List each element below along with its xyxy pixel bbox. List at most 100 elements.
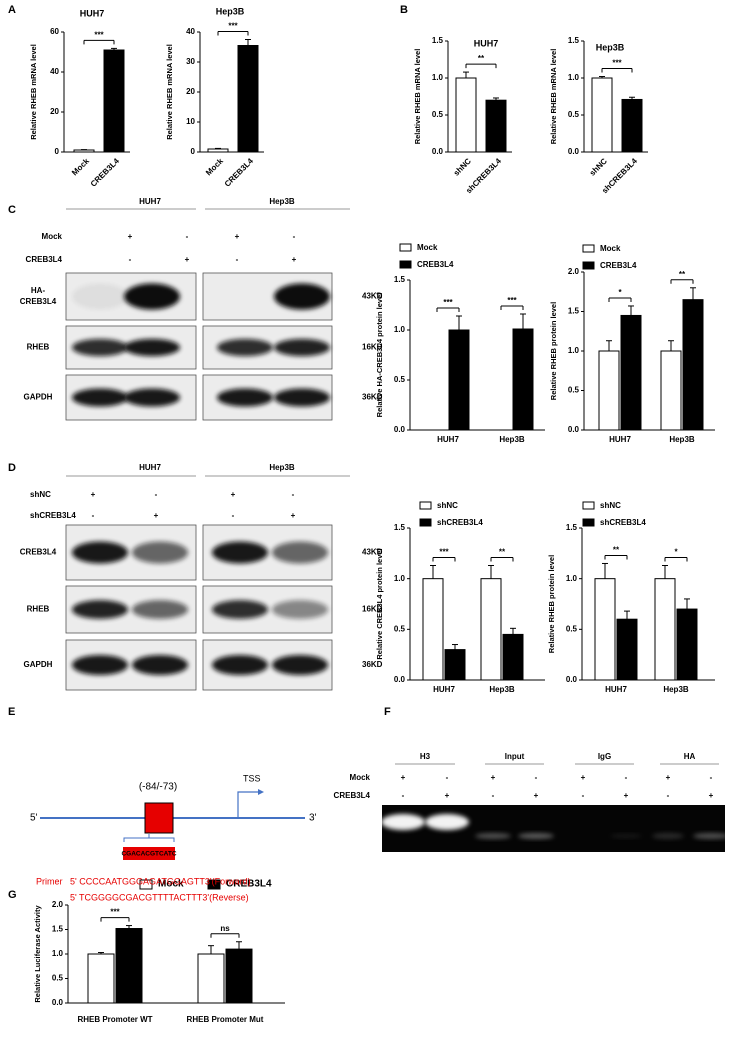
blot-band: [274, 388, 330, 407]
condition-label: CREB3L4: [334, 791, 371, 800]
group-header: Input: [505, 752, 525, 761]
y-tick-label: 1.0: [394, 325, 406, 334]
primer: 5' CCCCAATGGGAGATGGAGTT3'(Forward): [70, 876, 251, 886]
legend-label: Mock: [600, 244, 621, 253]
binding-site: [144, 802, 174, 834]
bar: [598, 350, 620, 431]
y-tick-label: 0.5: [394, 375, 406, 384]
panel-label: A: [8, 4, 16, 16]
blot-band: [217, 338, 273, 357]
chart-title: HUH7: [80, 8, 105, 18]
sign: -: [625, 773, 628, 782]
y-tick-label: 0.0: [568, 425, 580, 434]
y-axis-label: Relative HA-CREB3L4 protein level: [375, 293, 384, 418]
blot-band: [72, 655, 128, 675]
gel-band: [518, 833, 554, 839]
y-axis-label: Relative RHEB protein level: [549, 302, 558, 400]
sign: +: [666, 773, 671, 782]
blot-band: [72, 541, 128, 564]
y-tick-label: 10: [186, 117, 195, 126]
y-axis-label: Relative RHEB mRNA level: [413, 49, 422, 145]
legend-label: CREB3L4: [600, 261, 637, 270]
significance: ***: [228, 22, 238, 31]
sign: -: [293, 232, 296, 241]
significance: **: [613, 546, 620, 555]
x-tick-label: shNC: [588, 156, 609, 177]
y-tick-label: 0.0: [394, 675, 406, 684]
legend-swatch: [582, 261, 595, 270]
y-tick-label: 1.0: [432, 73, 444, 82]
blot-band: [124, 283, 180, 310]
bar: [594, 578, 616, 681]
legend-label: shCREB3L4: [437, 518, 483, 527]
y-tick-label: 0.5: [568, 110, 580, 119]
sign: -: [292, 490, 295, 499]
row-label: HA-: [31, 286, 46, 295]
size-label: 43KD: [362, 292, 383, 301]
significance: ***: [110, 908, 120, 917]
legend-label: Mock: [417, 243, 438, 252]
significance: ***: [443, 298, 453, 307]
x-tick-label: shNC: [452, 156, 473, 177]
y-tick-label: 0.5: [568, 386, 580, 395]
bar: [448, 329, 470, 431]
sign: +: [624, 791, 629, 800]
bar: [87, 953, 115, 1004]
blot-band: [212, 655, 268, 675]
gel-band: [381, 814, 425, 830]
x-tick-label: HUH7: [609, 435, 631, 444]
sign: -: [92, 511, 95, 520]
significance: *: [674, 548, 678, 557]
x-tick-label: Hep3B: [489, 685, 515, 694]
legend-swatch: [207, 879, 221, 890]
bar: [480, 578, 502, 681]
blot-band: [212, 600, 268, 619]
bar: [115, 928, 143, 1004]
five-prime: 5': [30, 813, 38, 824]
bar: [676, 608, 698, 681]
bar: [660, 350, 682, 431]
blot-band: [132, 541, 188, 564]
x-tick-label: Mock: [70, 156, 91, 177]
sign: -: [492, 791, 495, 800]
sign: +: [128, 232, 133, 241]
significance: **: [679, 270, 686, 279]
gel-band: [693, 833, 729, 839]
sign: -: [186, 232, 189, 241]
condition-label: shCREB3L4: [30, 511, 76, 520]
x-tick-label: Hep3B: [663, 685, 689, 694]
blot-band: [274, 338, 330, 357]
blot-band: [272, 655, 328, 675]
gel-band: [610, 834, 642, 838]
sign: +: [445, 791, 450, 800]
sign: +: [291, 511, 296, 520]
blot-band: [72, 600, 128, 619]
group-header: IgG: [598, 752, 611, 761]
panel-label: D: [8, 462, 16, 474]
y-tick-label: 2.0: [52, 900, 64, 909]
legend-label: shNC: [600, 501, 621, 510]
blot-band: [124, 388, 180, 407]
row-label: GAPDH: [24, 393, 53, 402]
y-tick-label: 1.5: [432, 36, 444, 45]
gel-band: [425, 814, 469, 830]
bar: [616, 618, 638, 681]
bar: [512, 328, 534, 431]
x-tick-label: RHEB Promoter WT: [77, 1015, 152, 1024]
bar: [422, 578, 444, 681]
y-tick-label: 1.0: [566, 574, 578, 583]
y-tick-label: 60: [50, 27, 59, 36]
group-header: HA: [684, 752, 696, 761]
y-tick-label: 0: [191, 147, 196, 156]
x-tick-label: Hep3B: [669, 435, 695, 444]
group-header: HUH7: [139, 197, 161, 206]
y-tick-label: 1.5: [568, 36, 580, 45]
y-tick-label: 30: [186, 57, 195, 66]
legend-label: Mock: [158, 879, 184, 890]
sign: +: [154, 511, 159, 520]
y-tick-label: 1.5: [394, 275, 406, 284]
significance: **: [478, 54, 485, 63]
legend-label: CREB3L4: [417, 260, 454, 269]
legend-swatch: [399, 243, 412, 252]
y-tick-label: 0.5: [394, 624, 406, 633]
